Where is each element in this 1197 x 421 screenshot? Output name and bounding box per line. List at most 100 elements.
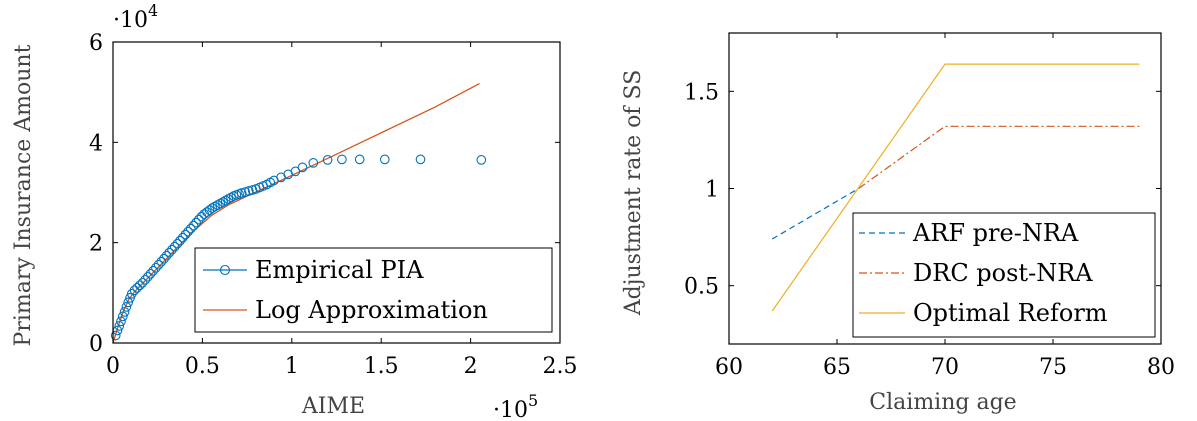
pia-y-tick-label: 2 <box>89 232 103 257</box>
pia-empirical-point <box>119 307 130 317</box>
pia-y-scale-text: ·10 <box>113 8 148 33</box>
pia-x-tick-label: 2.5 <box>543 354 578 379</box>
pia-empirical-point <box>354 154 365 165</box>
pia-empirical-point <box>183 226 193 237</box>
pia-empirical-point <box>110 330 121 341</box>
pia-empirical-point <box>322 155 333 165</box>
pia-empirical-point <box>132 282 142 293</box>
adjustment-x-tick-label: 60 <box>715 355 743 380</box>
pia-empirical-point <box>161 250 172 261</box>
adjustment-y-tick-label: 0.5 <box>684 275 719 300</box>
adjustment-x-tick-label: 75 <box>1039 355 1067 380</box>
adjustment-legend-optimal-label: Optimal Reform <box>913 299 1108 327</box>
pia-legend: Empirical PIA Log Approximation <box>194 247 553 333</box>
pia-empirical-point <box>297 162 308 173</box>
adjustment-x-axis-label: Claiming age <box>869 390 1016 415</box>
adjustment-plot-area <box>771 63 1140 312</box>
pia-chart: 0 0.5 1 1.5 2 2.5 0 2 4 6 Primary Insurance Amoun… <box>11 1 578 421</box>
pia-empirical-point <box>167 244 177 255</box>
pia-y-scale-exponent: 4 <box>148 1 158 20</box>
adjustment-y-axis-label: Adjustment rate of SS <box>621 70 646 317</box>
pia-empirical-point <box>415 154 426 165</box>
adjustment-legend-arf-label: ARF pre-NRA <box>912 219 1079 247</box>
adjustment-x-tick-label: 65 <box>823 355 851 380</box>
pia-empirical-point <box>218 197 228 207</box>
pia-empirical-point <box>223 194 234 204</box>
adjustment-optimal-line <box>771 63 1140 312</box>
pia-empirical-point <box>137 277 148 288</box>
pia-empirical-point <box>121 302 132 312</box>
pia-empirical-point <box>143 271 153 282</box>
pia-empirical-point <box>134 280 145 291</box>
pia-empirical-point <box>164 247 175 258</box>
pia-x-scale-exponent: 5 <box>528 391 538 410</box>
pia-plot-area <box>110 83 487 344</box>
pia-legend-empirical-label: Empirical PIA <box>255 256 424 284</box>
pia-x-tick-label: 2 <box>464 354 478 379</box>
pia-empirical-point <box>207 203 218 213</box>
adjustment-x-tick-label: 80 <box>1147 355 1175 380</box>
adjustment-y-tick-label: 1 <box>705 178 719 203</box>
pia-empirical-point <box>172 238 183 249</box>
pia-x-scale-text: ·10 <box>493 398 528 421</box>
pia-y-tick-label: 4 <box>89 131 103 156</box>
pia-empirical-point <box>337 154 347 165</box>
pia-empirical-point <box>177 232 188 243</box>
pia-empirical-point <box>159 253 169 264</box>
adjustment-ticks: 60 65 70 75 80 0.5 1 1.5 <box>684 33 1175 380</box>
pia-empirical-point <box>226 192 236 203</box>
pia-x-tick-label: 0.5 <box>185 354 220 379</box>
pia-ticks: 0 0.5 1 1.5 2 2.5 0 2 4 6 <box>89 31 578 379</box>
adjustment-y-tick-label: 1.5 <box>684 80 719 105</box>
pia-empirical-point <box>116 316 126 327</box>
pia-empirical-point <box>185 223 196 234</box>
pia-empirical-point <box>220 195 231 206</box>
pia-x-tick-label: 1 <box>285 354 299 379</box>
pia-empirical-point <box>151 262 161 273</box>
adjustment-x-tick-label: 70 <box>931 355 959 380</box>
pia-empirical-point <box>145 268 156 279</box>
pia-empirical-point <box>129 285 140 296</box>
pia-empirical-point <box>215 198 226 209</box>
adjustment-drc-line <box>858 125 1140 189</box>
pia-y-tick-label: 6 <box>89 31 103 56</box>
pia-empirical-point <box>180 229 191 240</box>
pia-empirical-point <box>117 311 128 322</box>
pia-empirical-point <box>126 288 137 299</box>
pia-legend-box <box>194 247 553 333</box>
pia-x-axis-label: AIME <box>301 394 365 419</box>
pia-x-tick-label: 1.5 <box>364 354 399 379</box>
pia-empirical-point <box>156 256 167 267</box>
pia-legend-log-label: Log Approximation <box>255 296 488 324</box>
pia-empirical-point <box>188 220 199 231</box>
adjustment-arf-line <box>771 187 859 240</box>
pia-empirical-point <box>191 217 201 228</box>
pia-x-tick-label: 0 <box>106 354 120 379</box>
adjustment-legend: ARF pre-NRA DRC post-NRA Optimal Reform <box>852 212 1156 338</box>
pia-empirical-point <box>210 201 220 212</box>
adjustment-chart: 60 65 70 75 800.511.5 Adjustment rate of SS … <box>621 32 1175 415</box>
adjustment-legend-drc-label: DRC post-NRA <box>913 259 1093 287</box>
pia-empirical-point <box>175 235 185 246</box>
pia-legend-empirical-marker <box>219 264 231 276</box>
pia-empirical-point <box>308 158 319 168</box>
adjustment-legend-box <box>852 212 1156 338</box>
pia-empirical-point <box>290 166 301 177</box>
pia-empirical-point <box>204 205 215 215</box>
pia-empirical-point <box>148 265 159 276</box>
pia-empirical-point <box>476 155 487 165</box>
pia-x-scale-factor: ·10 5 <box>493 391 538 421</box>
pia-empirical-point <box>240 187 251 197</box>
pia-empirical-point <box>153 259 164 270</box>
pia-y-scale-factor: ·10 4 <box>113 1 158 33</box>
pia-empirical-point <box>169 241 180 252</box>
pia-empirical-point <box>123 297 134 308</box>
pia-empirical-point <box>193 214 204 225</box>
pia-empirical-point <box>236 188 247 198</box>
pia-empirical-point <box>114 321 125 331</box>
pia-empirical-point <box>140 274 151 285</box>
pia-empirical-point <box>379 154 390 165</box>
pia-empirical-point <box>212 200 223 210</box>
pia-y-tick-label: 0 <box>89 332 103 357</box>
